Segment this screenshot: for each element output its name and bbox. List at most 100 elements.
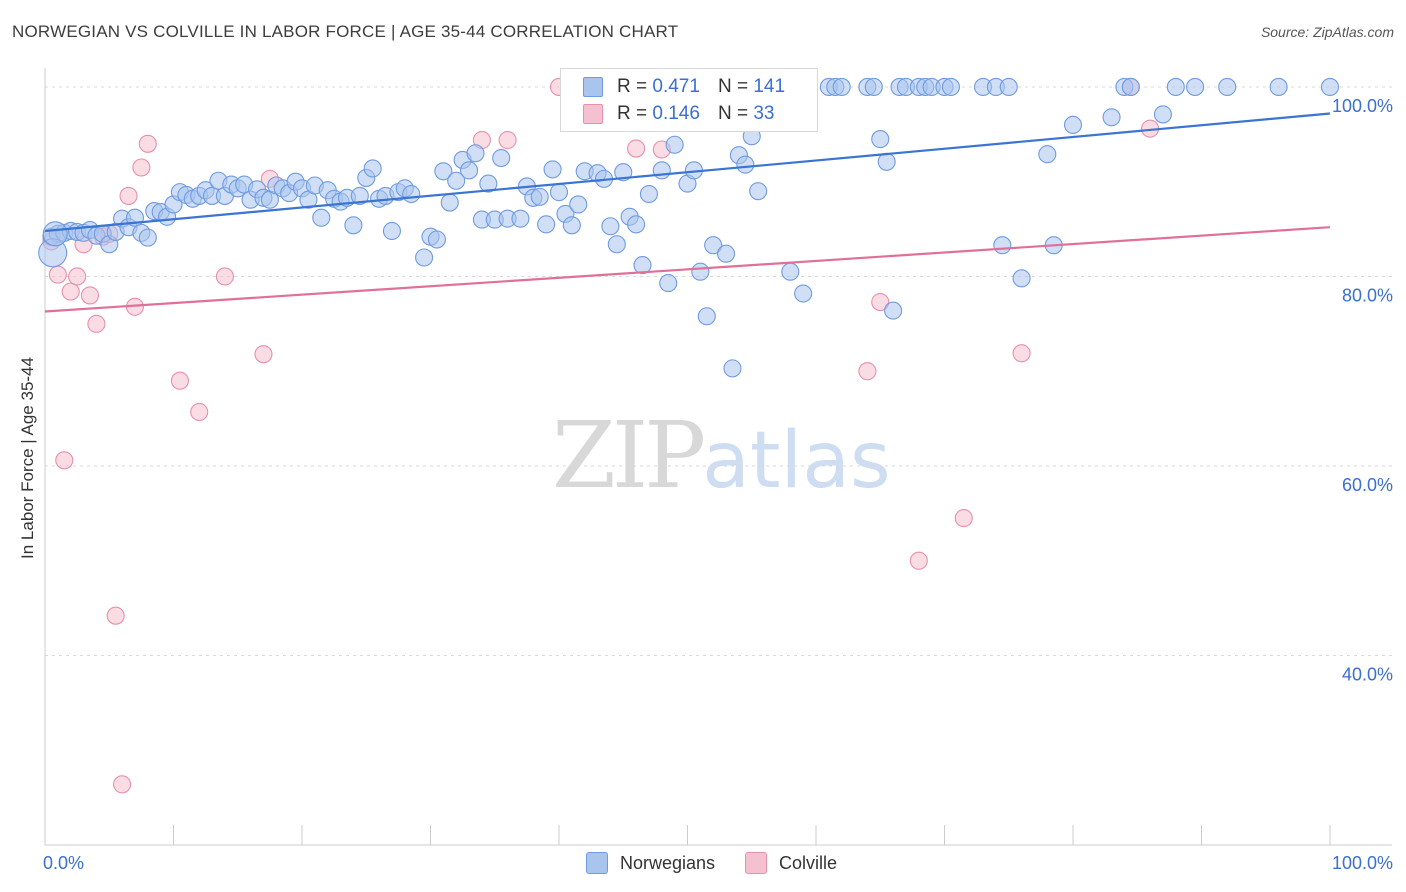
- norwegian-point: [416, 249, 433, 266]
- norwegian-point: [1187, 78, 1204, 95]
- norwegian-point: [441, 194, 458, 211]
- norwegian-point: [1219, 78, 1236, 95]
- norwegian-point: [653, 162, 670, 179]
- norwegian-point: [1167, 78, 1184, 95]
- norwegians-swatch: [583, 77, 603, 97]
- norwegian-point: [724, 360, 741, 377]
- y-tick-label: 80.0%: [1342, 285, 1393, 305]
- norwegian-point: [461, 162, 478, 179]
- colville-point: [49, 266, 66, 283]
- legend-item-norwegians: Norwegians: [586, 852, 715, 874]
- data-points: [39, 78, 1339, 792]
- norwegian-point: [570, 196, 587, 213]
- norwegian-point: [865, 78, 882, 95]
- trend-lines: [45, 113, 1330, 311]
- r-value: 0.146: [652, 103, 700, 125]
- norwegian-point: [666, 136, 683, 153]
- norwegian-point: [628, 216, 645, 233]
- legend-row-colville: R = 0.146 N = 33: [583, 102, 774, 126]
- norwegian-point: [795, 285, 812, 302]
- colville-point: [216, 268, 233, 285]
- norwegian-point: [493, 150, 510, 167]
- series-legend: Norwegians Colville: [586, 852, 867, 874]
- norwegian-point: [313, 209, 330, 226]
- norwegian-point: [403, 186, 420, 203]
- y-axis-label: In Labor Force | Age 35-44: [18, 357, 38, 559]
- colville-point: [69, 268, 86, 285]
- norwegian-point: [737, 156, 754, 173]
- r-value: 0.471: [652, 76, 700, 98]
- colville-point: [255, 346, 272, 363]
- norwegian-point: [428, 231, 445, 248]
- colville-point: [107, 607, 124, 624]
- norwegian-point: [833, 78, 850, 95]
- norwegian-point: [640, 186, 657, 203]
- norwegian-point: [1154, 106, 1171, 123]
- n-value: 141: [753, 76, 785, 98]
- norwegian-point: [1013, 270, 1030, 287]
- norwegian-point: [1322, 78, 1339, 95]
- colville-point: [1013, 345, 1030, 362]
- norwegian-point: [563, 217, 580, 234]
- norwegian-point: [1122, 78, 1139, 95]
- norwegian-point: [1039, 146, 1056, 163]
- colville-point: [955, 510, 972, 527]
- n-value: 33: [753, 103, 774, 125]
- legend-item-colville: Colville: [745, 852, 837, 874]
- colville-point: [628, 140, 645, 157]
- colville-point: [171, 372, 188, 389]
- norwegian-point: [43, 222, 67, 246]
- norwegian-point: [872, 131, 889, 148]
- colville-point: [62, 283, 79, 300]
- y-tick-label: 40.0%: [1342, 664, 1393, 684]
- norwegian-point: [608, 236, 625, 253]
- norwegian-point: [512, 210, 529, 227]
- colville-point: [910, 552, 927, 569]
- norwegian-point: [942, 78, 959, 95]
- colville-point: [88, 315, 105, 332]
- norwegian-point: [1103, 109, 1120, 126]
- norwegian-point: [383, 222, 400, 239]
- norwegian-point: [698, 308, 715, 325]
- colville-trend-line: [45, 227, 1330, 311]
- norwegian-point: [750, 183, 767, 200]
- norwegians-legend-swatch: [586, 852, 608, 874]
- norwegian-point: [364, 160, 381, 177]
- grid-lines: [45, 87, 1392, 656]
- norwegian-point: [544, 161, 561, 178]
- norwegian-point: [660, 275, 677, 292]
- scatter-chart: 100.0%80.0%60.0%40.0%0.0% 100.0%: [0, 0, 1406, 892]
- colville-point: [859, 363, 876, 380]
- norwegian-point: [782, 263, 799, 280]
- colville-legend-swatch: [745, 852, 767, 874]
- y-tick-label: 60.0%: [1342, 475, 1393, 495]
- norwegian-point: [994, 237, 1011, 254]
- norwegian-point: [1065, 116, 1082, 133]
- colville-point: [56, 452, 73, 469]
- stats-legend: R = 0.471 N = 141 R = 0.146 N = 33: [560, 68, 818, 132]
- norwegian-point: [538, 216, 555, 233]
- norwegian-point: [467, 145, 484, 162]
- colville-point: [114, 776, 131, 793]
- norwegian-point: [1270, 78, 1287, 95]
- norwegian-point: [531, 188, 548, 205]
- legend-row-norwegians: R = 0.471 N = 141: [583, 75, 785, 99]
- norwegian-point: [878, 153, 895, 170]
- colville-swatch: [583, 104, 603, 124]
- norwegian-point: [602, 218, 619, 235]
- norwegians-legend-label: Norwegians: [620, 853, 715, 874]
- n-label: N =: [718, 103, 748, 125]
- x-tick-label-max: 100.0%: [1332, 853, 1393, 873]
- colville-point: [191, 403, 208, 420]
- norwegian-point: [1000, 78, 1017, 95]
- colville-point: [499, 132, 516, 149]
- x-tick-label-min: 0.0%: [43, 853, 84, 873]
- colville-legend-label: Colville: [779, 853, 837, 874]
- norwegian-point: [345, 217, 362, 234]
- colville-point: [133, 159, 150, 176]
- n-label: N =: [718, 76, 748, 98]
- norwegian-point: [139, 229, 156, 246]
- colville-point: [81, 287, 98, 304]
- norwegian-point: [718, 245, 735, 262]
- norwegian-point: [551, 184, 568, 201]
